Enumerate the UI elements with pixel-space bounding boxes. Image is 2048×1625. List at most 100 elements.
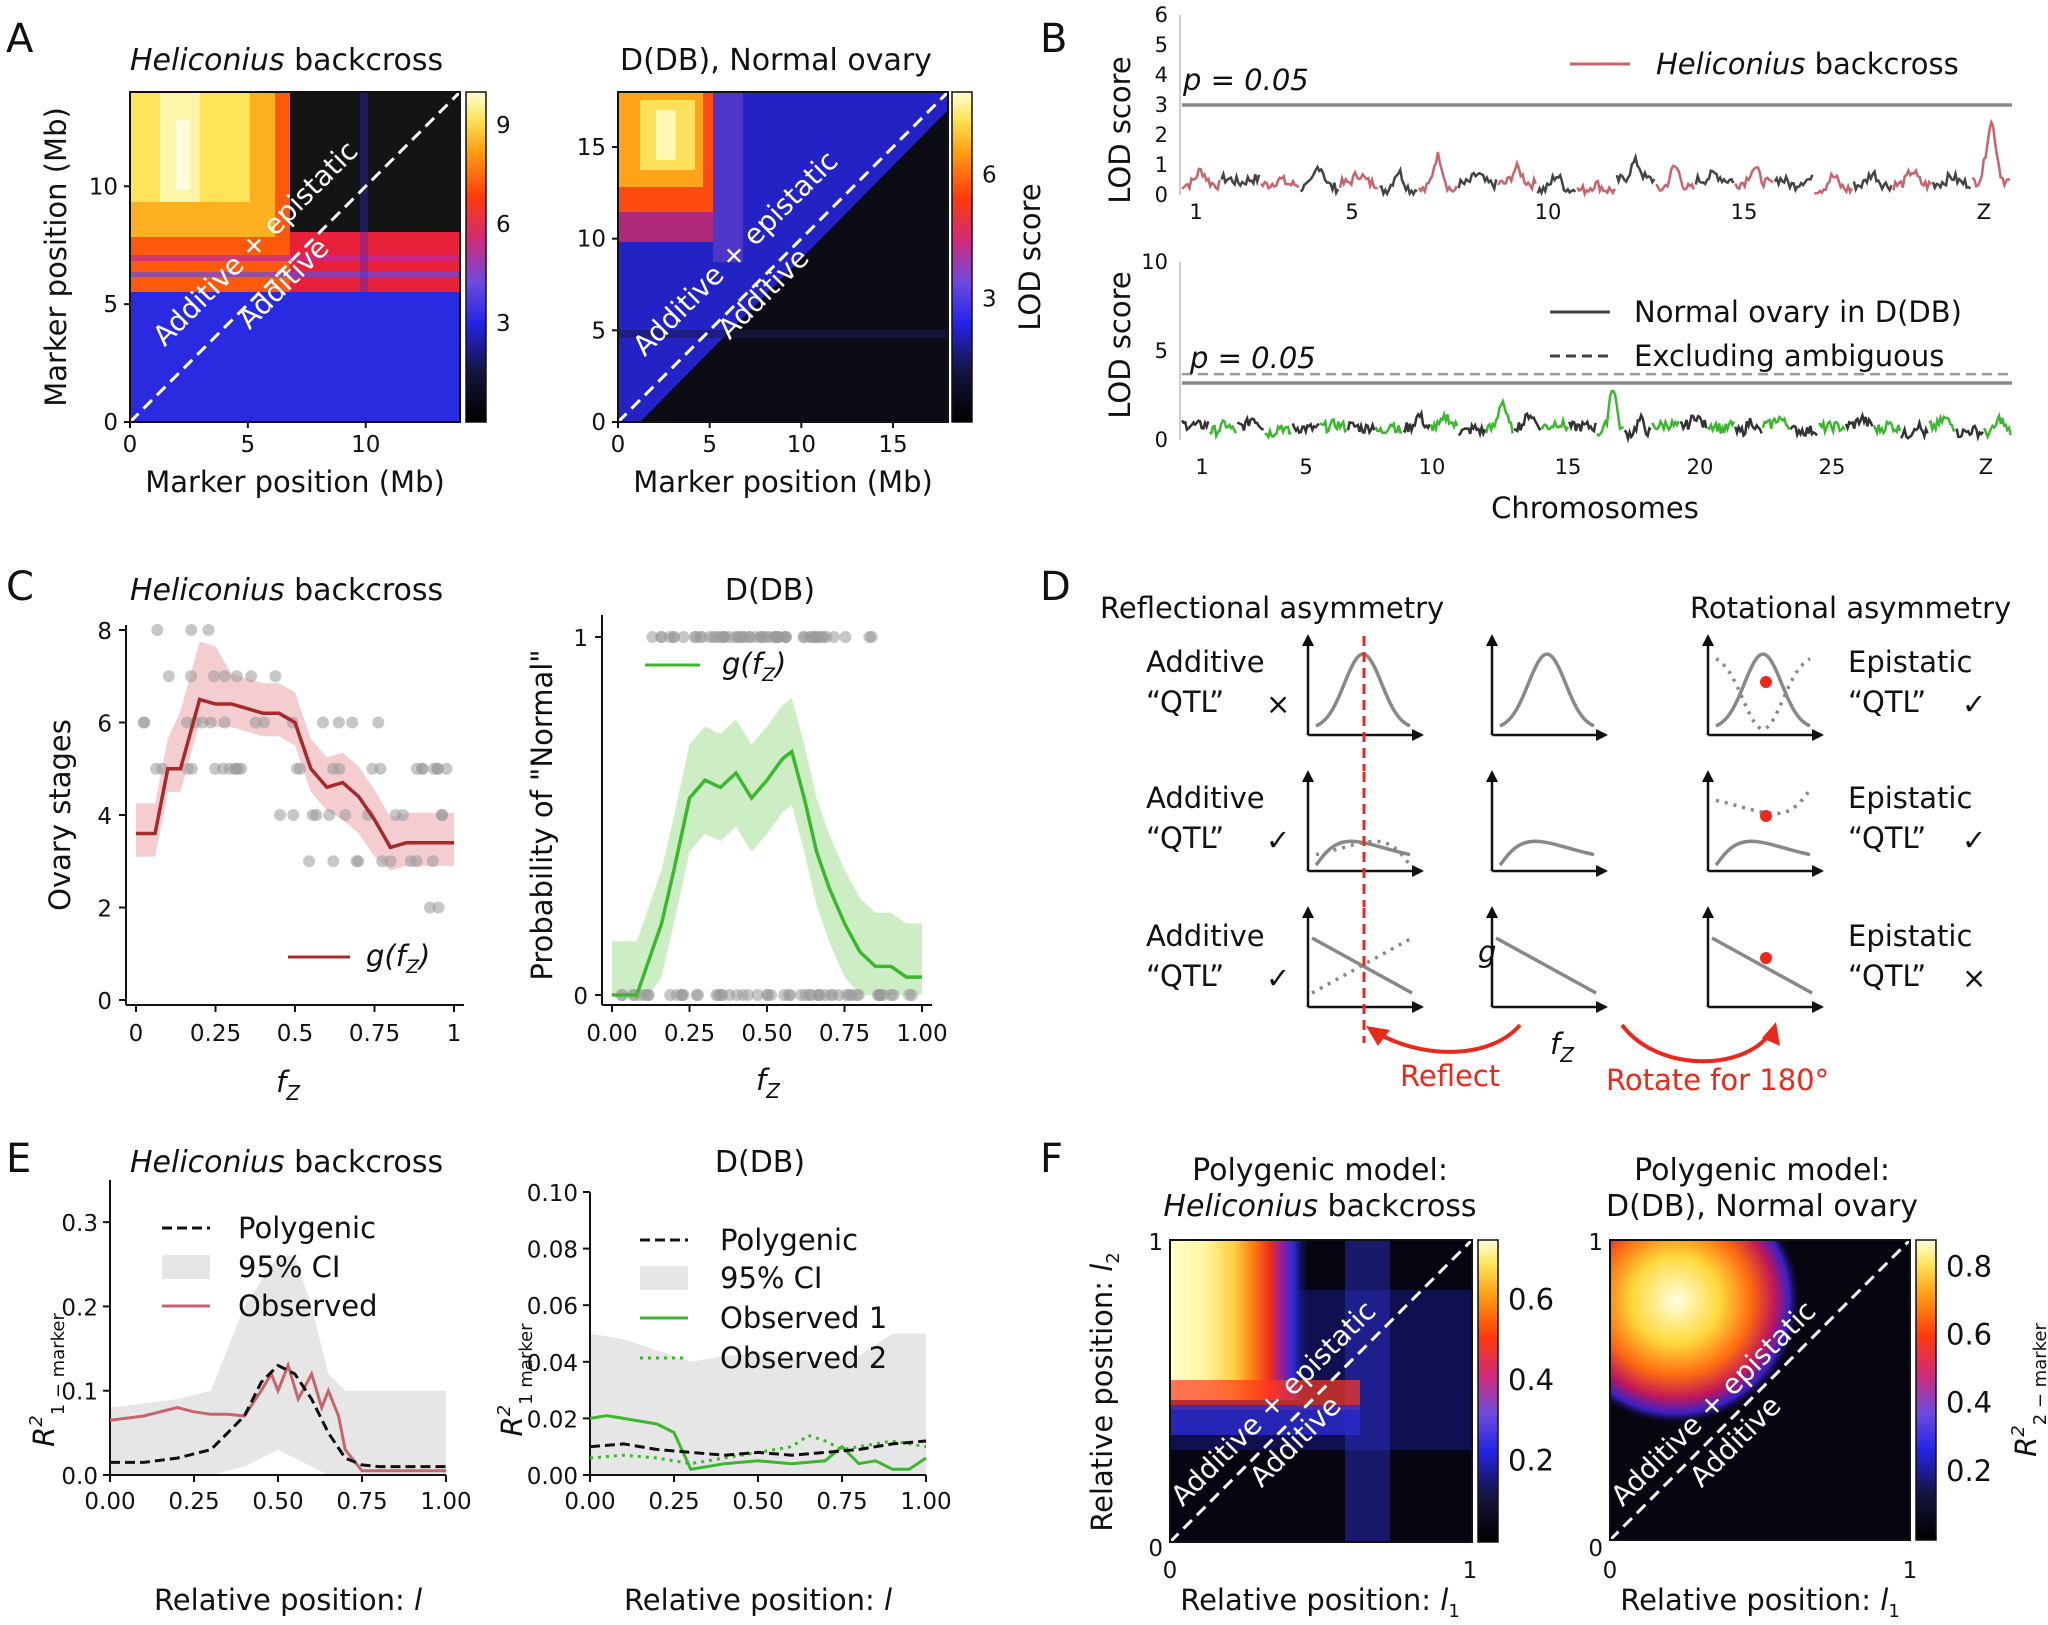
- b-bottom-series-chr: [1818, 417, 1846, 437]
- c-left-line: [136, 697, 454, 850]
- svg-text:Epistatic: Epistatic: [1848, 781, 1972, 815]
- b-top-ytick: 5: [1155, 33, 1168, 57]
- e-left-ytick-label: 0.0: [61, 1464, 98, 1490]
- b-bottom-series-chr: [1623, 412, 1652, 444]
- e-left-ytick-label: 0.3: [61, 1211, 98, 1237]
- d-plot-r3-c1-xarrow: [1412, 1001, 1424, 1013]
- b-bottom-series-chr: [1900, 418, 1929, 441]
- f-right-ytick-1: 1: [1588, 1230, 1603, 1256]
- e-right-legend-polygenic: Polygenic: [720, 1223, 858, 1257]
- b-bottom-xtick: 25: [1819, 455, 1846, 479]
- c-left-point: [384, 855, 397, 868]
- c-right-point-bottom: [638, 989, 651, 1001]
- svg-text:Additive: Additive: [1146, 781, 1265, 815]
- a-right-xtick-label: 0: [611, 432, 626, 458]
- svg-text:✓: ✓: [1962, 687, 1986, 721]
- c-left-ylabel: Ovary stages: [43, 719, 77, 911]
- f-right-xlabel: Relative position: l1: [1620, 1583, 1900, 1622]
- b-bottom-series-chr: [1429, 410, 1459, 434]
- a-right-xlabel: Marker position (Mb): [633, 465, 933, 499]
- c-left-point: [274, 809, 287, 821]
- e-left-xtick-label: 0.50: [252, 1489, 303, 1515]
- b-bottom-series-chr: [1513, 411, 1542, 433]
- c-left-point: [350, 855, 363, 868]
- svg-text:“QTL”: “QTL”: [1848, 959, 1926, 993]
- d-plot-r1-c1-yarrow: [1302, 634, 1314, 646]
- b-top-xtick: 10: [1535, 200, 1562, 224]
- panel-label-e: E: [6, 1136, 31, 1182]
- b-top-series-chr: [1813, 171, 1854, 196]
- f-left-cbar-tick: 0.6: [1508, 1282, 1554, 1316]
- c-left-point: [162, 670, 175, 683]
- e-left-observed-line: [109, 1360, 446, 1473]
- e-left-chart: 0.00 0.25 0.50 0.75 1.00 0.0 0.1 0.2 0.3: [61, 1180, 472, 1515]
- c-left-point: [410, 762, 423, 775]
- c-right-line: [612, 748, 922, 997]
- b-bottom-series-chr: [1928, 413, 1956, 434]
- svg-text:Epistatic: Epistatic: [1848, 919, 1972, 953]
- a-left-ticks: 0 5 10 0 5 10 3 6 9: [89, 113, 511, 458]
- c-left-point: [269, 670, 282, 683]
- c-right-point-top: [663, 631, 676, 643]
- c-right-point-bottom: [690, 989, 703, 1001]
- c-left-point: [287, 809, 300, 821]
- c-right-point-bottom: [675, 989, 688, 1001]
- c-left-xtick-label: 0.25: [190, 1021, 241, 1047]
- e-right-ytick-label: 0.06: [527, 1294, 578, 1320]
- b-bottom-ytick: 0: [1155, 428, 1168, 452]
- c-right-ytick-label: 1: [573, 626, 588, 652]
- panel-label-c: C: [6, 564, 34, 610]
- svg-text:✓: ✓: [1266, 961, 1290, 995]
- panel-label-f: F: [1040, 1136, 1063, 1182]
- c-left-point: [316, 716, 329, 729]
- b-top-ytick: 4: [1155, 63, 1168, 87]
- c-right-point-bottom: [778, 989, 791, 1001]
- c-right-point-bottom: [664, 989, 677, 1001]
- c-left-xtick-label: 0.5: [277, 1021, 314, 1047]
- c-left-point: [327, 855, 340, 868]
- a-right-cbar-tick: 3: [982, 286, 997, 312]
- c-right-chart: 0.00 0.25 0.50 0.75 1.00 0 1: [573, 615, 948, 1047]
- svg-text:×: ×: [1962, 961, 1986, 995]
- a-right-ytick-label: 15: [577, 135, 606, 161]
- d-r1-c3-curve: [1715, 652, 1811, 728]
- c-left-point: [185, 624, 198, 636]
- d-plot-r3-c3-yarrow: [1702, 906, 1714, 918]
- e-right-legend-obs1: Observed 1: [720, 1301, 887, 1335]
- c-left-point: [180, 716, 193, 729]
- e-right-ytick-label: 0.02: [527, 1407, 578, 1433]
- svg-text:Epistatic: Epistatic: [1848, 645, 1972, 679]
- b-top-series-chr: [1971, 118, 2011, 189]
- d-reflect-arrow: [1370, 1023, 1522, 1054]
- b-bottom-xtick: 15: [1555, 455, 1582, 479]
- c-right-ytick-label: 0: [573, 984, 588, 1010]
- c-right-point-top: [713, 631, 726, 643]
- f-left-title-2: Heliconius backcross: [1163, 1189, 1476, 1224]
- e-right-ytick-label: 0.00: [527, 1464, 578, 1490]
- d-r3-c2-line: [1495, 936, 1597, 995]
- e-right-legend-ci: 95% CI: [720, 1261, 822, 1295]
- b-top-p-label: p = 0.05: [1182, 63, 1309, 97]
- d-plot-r1-c1-xarrow: [1412, 729, 1424, 741]
- c-left-point: [185, 762, 198, 775]
- b-top-ytick: 3: [1155, 93, 1168, 117]
- a-right-colorbar: [951, 91, 973, 423]
- b-top-xtick: 5: [1345, 200, 1358, 224]
- c-right-point-top: [655, 631, 668, 643]
- f-left-ytick-1: 1: [1148, 1230, 1163, 1256]
- b-top-series-chr: [1734, 166, 1774, 191]
- b-top-xtick: 1: [1189, 200, 1202, 224]
- e-left-xtick-label: 1.00: [420, 1489, 471, 1515]
- a-left-colorbar: [465, 91, 487, 423]
- c-right-point-bottom: [874, 989, 887, 1001]
- svg-text:✓: ✓: [1962, 823, 1986, 857]
- b-top-series-chr: [1497, 159, 1537, 193]
- a-left-xtick-label: 5: [241, 432, 256, 458]
- e-left-legend-observed: Observed: [238, 1289, 378, 1323]
- c-left-point: [424, 901, 437, 914]
- c-left-xlabel: fZ: [276, 1065, 301, 1105]
- b-bottom-series-chr: [1236, 414, 1264, 431]
- e-left-legend-ci: 95% CI: [238, 1250, 340, 1284]
